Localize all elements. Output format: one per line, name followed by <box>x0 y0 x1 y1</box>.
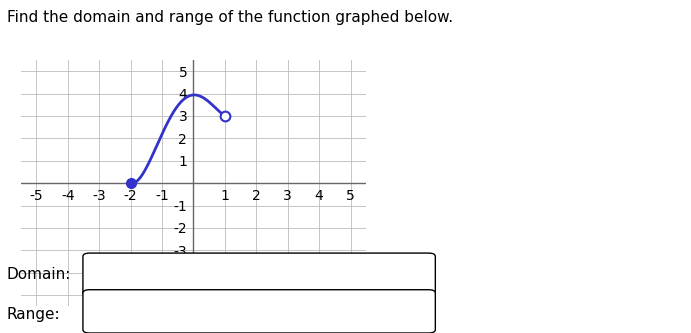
Text: Range:: Range: <box>7 307 61 322</box>
Text: Find the domain and range of the function graphed below.: Find the domain and range of the functio… <box>7 10 453 25</box>
Text: Domain:: Domain: <box>7 267 71 282</box>
